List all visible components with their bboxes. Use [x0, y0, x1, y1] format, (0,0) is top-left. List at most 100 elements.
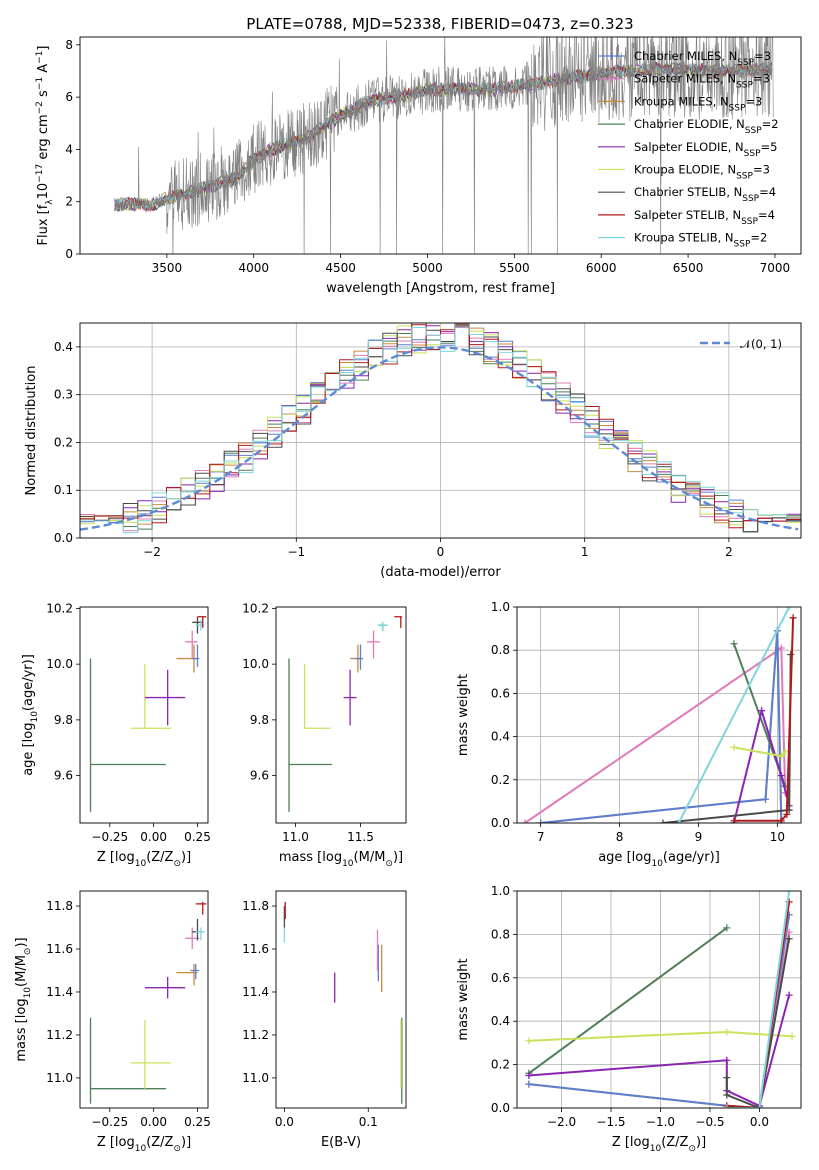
y-tick-label: 0.2	[491, 773, 510, 787]
y-tick-label: 11.0	[46, 1071, 73, 1085]
axis-label: Z [log10(Z/Z⊙)]	[612, 1135, 706, 1154]
x-tick-label: 0.00	[140, 1115, 167, 1129]
data-point	[777, 752, 785, 760]
data-point	[758, 707, 766, 715]
y-tick-label: 6	[65, 90, 73, 104]
y-tick-label: 2	[65, 195, 73, 209]
series-line	[540, 630, 783, 823]
axis-label: E(B-V)	[321, 1135, 361, 1150]
y-tick-label: 0.1	[54, 483, 73, 497]
plot-area	[521, 607, 797, 823]
axis-label: Z [log10(Z/Z⊙)]	[97, 850, 191, 869]
x-tick-label: 10	[770, 830, 785, 844]
axis-label: age [log10(age/yr)]	[598, 850, 720, 869]
legend-label: Chabrier ELODIE, NSSP=2	[634, 117, 779, 136]
legend-label: 𝒩(0, 1)	[740, 337, 782, 351]
legend-label: Chabrier MILES, NSSP=3	[634, 49, 771, 68]
data-point	[730, 817, 738, 823]
y-tick-label: 1.0	[491, 884, 510, 898]
x-tick-label: 5000	[412, 261, 443, 275]
data-point	[521, 819, 529, 823]
axis-label: wavelength [Angstrom, rest frame]	[326, 281, 555, 296]
plot-area	[80, 323, 801, 534]
data-point	[783, 810, 791, 818]
x-tick-label: 8	[616, 830, 624, 844]
data-point	[785, 928, 793, 936]
x-tick-label: −0.25	[91, 1115, 128, 1129]
plot-area	[114, 37, 774, 254]
legend-label: Chabrier STELIB, NSSP=4	[634, 185, 776, 204]
x-tick-label: 4000	[238, 261, 269, 275]
y-tick-label: 9.8	[250, 713, 269, 727]
legend-label: Kroupa MILES, NSSP=3	[634, 94, 762, 113]
panel-mass_vs_ebv: 0.0 0.1 11.0 11.2 11.4 11.6 11.8 E(B-V)	[242, 890, 407, 1150]
series-line	[677, 607, 791, 823]
series-line	[726, 891, 791, 1108]
y-tick-label: 11.4	[242, 985, 269, 999]
x-tick-label: 0.25	[184, 830, 211, 844]
y-tick-label: 11.8	[46, 899, 73, 913]
axes-frame	[79, 36, 802, 255]
axis-label: mass weight	[456, 958, 471, 1040]
data-point	[787, 651, 795, 659]
panel-age_vs_Z: −0.25 0.00 0.25 9.6 9.8 10.0 10.2 Z [log10(Z/Z⊙…	[21, 601, 211, 869]
axes-frame	[79, 606, 209, 824]
x-tick-label: −2.0	[547, 1115, 576, 1129]
data-point	[723, 1104, 731, 1108]
y-tick-label: 1.0	[491, 600, 510, 614]
legend-label: Salpeter ELODIE, NSSP=5	[634, 140, 777, 159]
x-tick-label: −1	[287, 545, 305, 559]
x-tick-label: 3500	[152, 261, 183, 275]
y-tick-label: 0.4	[54, 340, 73, 354]
x-tick-label: 7000	[760, 261, 791, 275]
x-tick-label: −0.25	[91, 830, 128, 844]
x-tick-label: −0.5	[695, 1115, 724, 1129]
x-tick-label: 0.0	[750, 1115, 769, 1129]
panel-mass_vs_Z: −0.25 0.00 0.25 11.0 11.2 11.4 11.6 11.8 Z [log1…	[14, 890, 211, 1154]
gaussian-curve	[80, 346, 799, 531]
data-point	[525, 1071, 533, 1079]
data-point	[785, 935, 793, 943]
data-point	[777, 771, 785, 779]
data-point	[675, 819, 683, 823]
axes-frame	[275, 606, 407, 824]
y-tick-label: 8	[65, 38, 73, 52]
data-point	[537, 819, 545, 823]
data-point	[785, 891, 793, 895]
legend-label: Salpeter STELIB, NSSP=4	[634, 208, 775, 227]
x-tick-label: 11.5	[347, 830, 374, 844]
y-tick-label: 11.4	[46, 985, 73, 999]
y-tick-label: 9.6	[250, 769, 269, 783]
x-tick-label: −1.0	[646, 1115, 675, 1129]
x-tick-label: 9	[695, 830, 703, 844]
plot-area	[283, 901, 403, 1104]
y-tick-label: 11.2	[242, 1028, 269, 1042]
plot-area	[89, 616, 207, 812]
data-point	[723, 1056, 731, 1064]
y-tick-label: 0.8	[491, 643, 510, 657]
x-tick-label: −1.5	[596, 1115, 625, 1129]
y-tick-label: 0.2	[491, 1058, 510, 1072]
x-tick-label: 7	[537, 830, 545, 844]
axes-frame	[79, 890, 209, 1109]
y-tick-label: 11.6	[242, 942, 269, 956]
data-point	[525, 1080, 533, 1088]
data-point	[730, 743, 738, 751]
axes-frame	[275, 890, 407, 1109]
y-tick-label: 0.2	[54, 435, 73, 449]
panel-age_vs_mass: 11.0 11.5 9.6 9.8 10.0 10.2 mass [log10(M/M⊙)]	[242, 601, 407, 869]
panel-residuals: −2 −1 0 1 2 0.0 0.1 0.2 0.3 0.4 (data-model)/error…	[24, 322, 802, 580]
x-tick-label: −2	[143, 545, 161, 559]
x-tick-label: 6500	[673, 261, 704, 275]
y-tick-label: 0.0	[491, 816, 510, 830]
legend-label: Salpeter MILES, NSSP=3	[634, 72, 770, 91]
y-tick-label: 11.0	[242, 1071, 269, 1085]
x-tick-label: 1	[581, 545, 589, 559]
y-tick-label: 9.6	[54, 769, 73, 783]
x-tick-label: 11.0	[282, 830, 309, 844]
x-tick-label: 5500	[499, 261, 530, 275]
data-point	[723, 924, 731, 932]
axis-label: mass weight	[456, 674, 471, 756]
x-tick-label: 0.25	[184, 1115, 211, 1129]
